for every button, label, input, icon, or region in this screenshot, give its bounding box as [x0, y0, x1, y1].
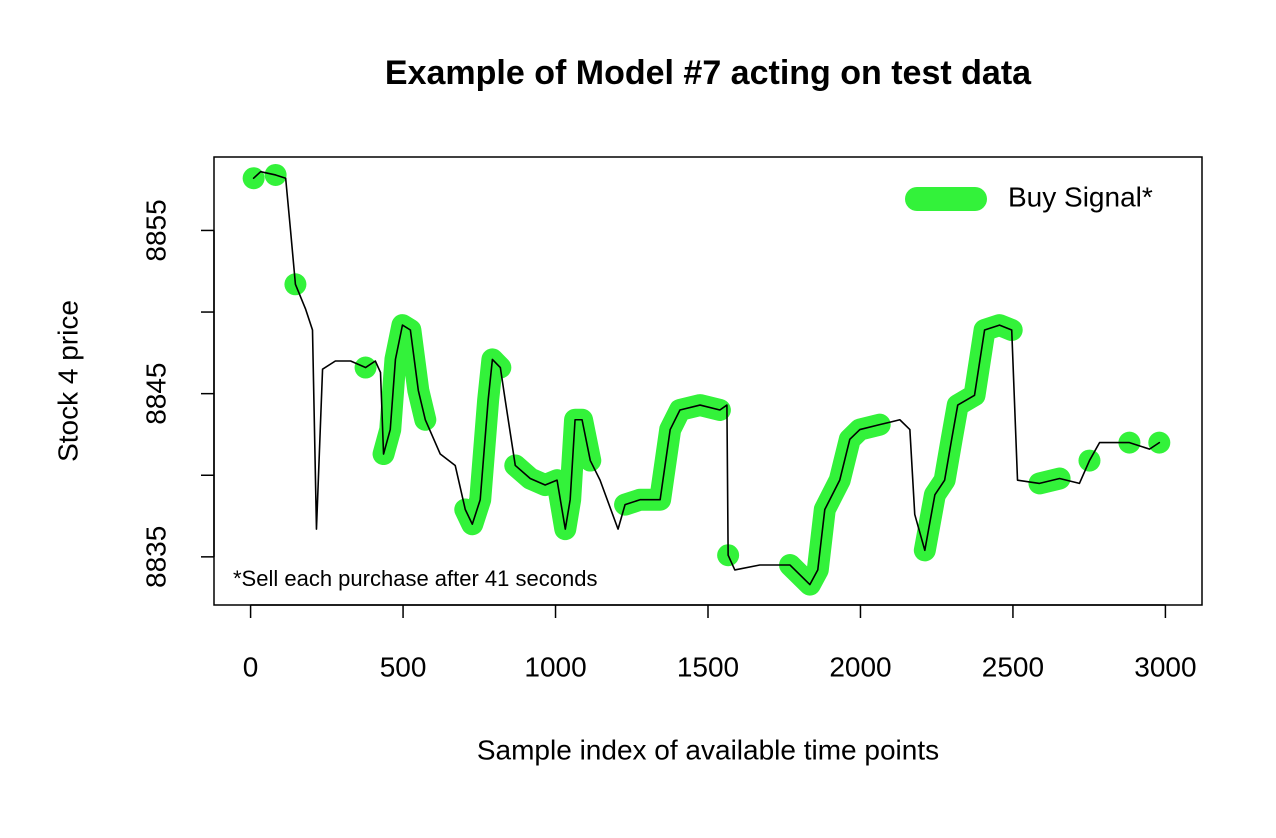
x-tick-label: 500: [380, 651, 427, 682]
y-tick-label: 8845: [140, 363, 171, 425]
x-tick-label: 1500: [677, 651, 739, 682]
signal-line: [779, 413, 891, 596]
signal-line: [372, 314, 437, 466]
annotation: *Sell each purchase after 41 seconds: [233, 566, 597, 591]
x-axis-title: Sample index of available time points: [477, 734, 939, 765]
x-tick-label: 2000: [829, 651, 891, 682]
x-tick-label: 0: [243, 651, 259, 682]
price-line: [252, 170, 1161, 586]
legend-label: Buy Signal*: [1008, 181, 1153, 212]
y-axis-title: Stock 4 price: [52, 300, 83, 462]
y-tick-label: 8835: [140, 526, 171, 588]
y-tick-label: 8855: [140, 199, 171, 261]
x-tick-label: 3000: [1134, 651, 1196, 682]
signal-line: [454, 348, 512, 536]
plot-frame: [213, 156, 1203, 606]
x-tick-label: 1000: [524, 651, 586, 682]
signal-line: [614, 394, 731, 516]
chart-title: Example of Model #7 acting on test data: [385, 54, 1032, 92]
signal-line: [913, 314, 1023, 562]
x-tick-label: 2500: [982, 651, 1044, 682]
